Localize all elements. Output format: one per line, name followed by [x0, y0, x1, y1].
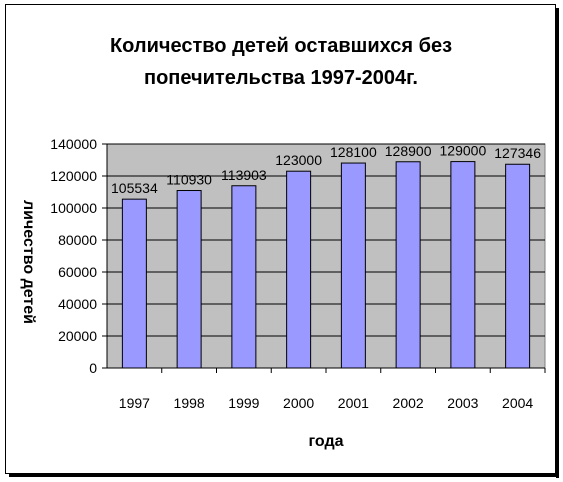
- bar: [450, 161, 476, 369]
- y-axis-ticks: 0 20000 40000 60000 80000 100000 120000 140000: [50, 136, 107, 376]
- data-label: 110930: [166, 172, 212, 188]
- x-axis-title: года: [308, 433, 343, 450]
- y-tick-label: 80000: [58, 232, 97, 248]
- x-tick-label: 2001: [338, 395, 369, 411]
- data-label: 127346: [494, 145, 541, 161]
- y-tick-label: 120000: [50, 168, 97, 184]
- data-label: 128900: [385, 143, 432, 159]
- y-tick-label: 140000: [50, 136, 97, 152]
- x-tick-label: 1998: [174, 395, 205, 411]
- bar: [231, 185, 257, 369]
- bar: [395, 161, 421, 369]
- data-label: 123000: [275, 152, 322, 168]
- x-tick-label: 2000: [283, 395, 314, 411]
- bar: [340, 162, 366, 369]
- bar: [286, 170, 312, 369]
- x-tick-label: 2003: [447, 395, 478, 411]
- data-label: 128100: [330, 144, 377, 160]
- y-tick-label: 40000: [58, 296, 97, 312]
- x-tick-label: 2002: [393, 395, 424, 411]
- x-tick-label: 1999: [228, 395, 259, 411]
- y-tick-label: 0: [89, 360, 97, 376]
- data-labels: 105534 110930 113903 123000 128100 128900 1290…: [111, 143, 541, 197]
- x-axis-ticks: 1997 1998 1999 2000 2001 2002 2003 2004: [119, 368, 546, 411]
- y-tick-label: 100000: [50, 200, 97, 216]
- bar: [121, 198, 147, 369]
- chart-title-line-2: попечительства 1997-2004г.: [144, 67, 418, 89]
- x-tick-label: 2004: [502, 395, 533, 411]
- data-label: 113903: [221, 167, 267, 183]
- frame-shadow-right: [556, 8, 559, 478]
- data-label: 105534: [111, 180, 158, 196]
- frame-shadow-bottom: [9, 474, 559, 477]
- data-label: 129000: [440, 143, 487, 159]
- bar: [505, 163, 531, 369]
- bar: [176, 190, 202, 369]
- y-tick-label: 60000: [58, 264, 97, 280]
- bars: [121, 161, 531, 369]
- y-tick-label: 20000: [58, 328, 97, 344]
- x-tick-label: 1997: [119, 395, 150, 411]
- y-axis-title: личество детей: [20, 200, 37, 324]
- chart-title-line-1: Количество детей оставшихся без: [110, 35, 452, 57]
